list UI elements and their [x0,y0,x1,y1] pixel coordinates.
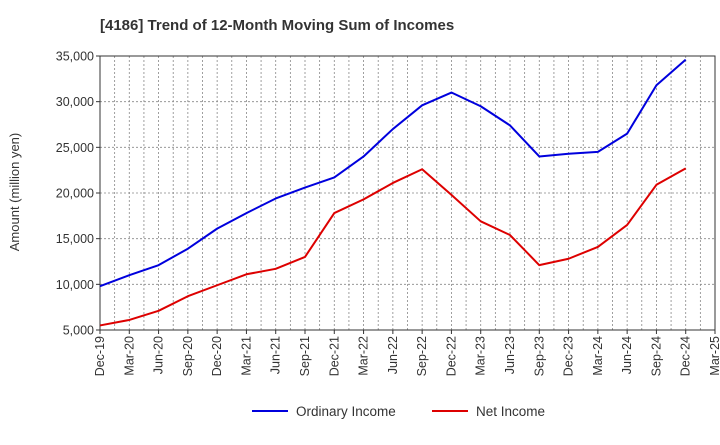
x-tick-label: Mar-21 [239,336,253,376]
y-tick-label: 30,000 [56,95,94,109]
x-tick-label: Sep-22 [415,336,429,376]
series-line [99,58,687,288]
y-tick-label: 35,000 [56,50,94,64]
y-axis-ticks: 5,000 10,000 15,000 20,000 25,000 30,000 35,00… [56,50,100,338]
x-tick-label: Mar-23 [474,336,488,376]
x-tick-label: Dec-19 [93,336,107,376]
legend-label: Net Income [476,404,545,419]
y-axis-label: Amount (million yen) [7,133,22,252]
grid-lines [99,55,716,331]
y-tick-label: 20,000 [56,187,94,201]
x-tick-label: Jun-22 [386,336,400,374]
x-tick-label: Sep-20 [181,336,195,376]
series-line [99,167,687,327]
x-tick-label: Dec-21 [327,336,341,376]
x-tick-label: Sep-23 [532,336,546,376]
x-axis-ticks: Dec-19 Mar-20 Jun-20 Sep-20 Dec-20 Mar-21 Jun-… [93,330,720,376]
x-tick-label: Mar-22 [357,336,371,376]
legend-label: Ordinary Income [296,404,396,419]
series-lines [99,58,687,327]
x-tick-label: Dec-23 [562,336,576,376]
x-tick-label: Dec-22 [444,336,458,376]
chart-title: [4186] Trend of 12-Month Moving Sum of I… [100,17,454,34]
x-tick-label: Jun-20 [152,336,166,374]
y-tick-label: 25,000 [56,141,94,155]
y-tick-label: 5,000 [63,324,94,338]
x-tick-label: Sep-24 [649,336,663,376]
legend: Ordinary Income Net Income [252,404,545,419]
x-tick-label: Jun-24 [620,336,634,374]
x-tick-label: Dec-20 [210,336,224,376]
x-tick-label: Dec-24 [679,336,693,376]
y-tick-label: 15,000 [56,232,94,246]
x-tick-label: Mar-25 [708,336,720,376]
x-tick-label: Mar-24 [591,336,605,376]
y-tick-label: 10,000 [56,278,94,292]
x-tick-label: Sep-21 [298,336,312,376]
x-tick-label: Jun-21 [269,336,283,374]
x-tick-label: Jun-23 [503,336,517,374]
x-tick-label: Mar-20 [122,336,136,376]
